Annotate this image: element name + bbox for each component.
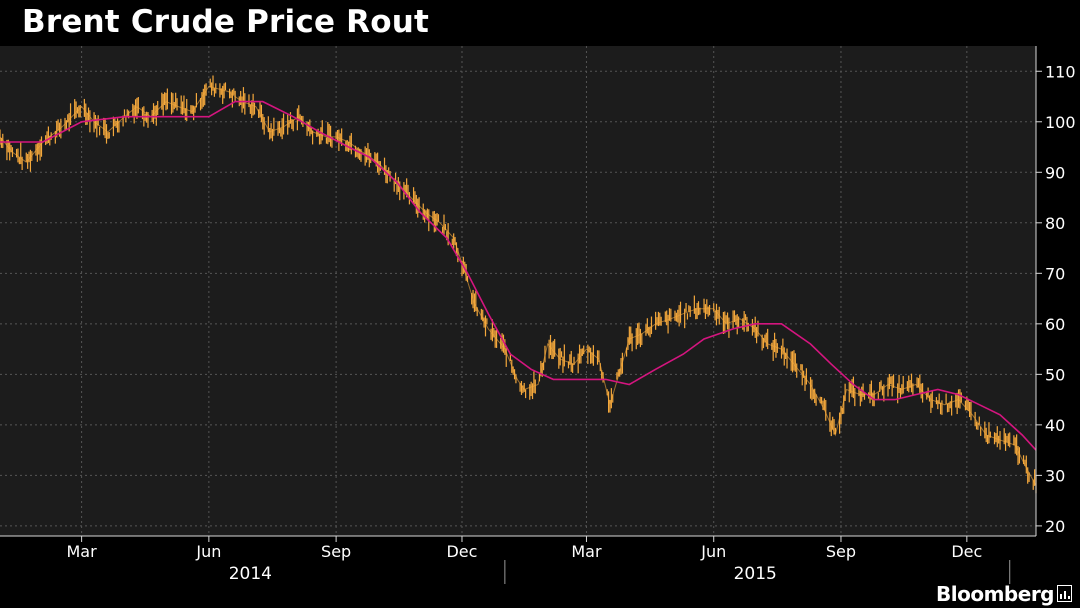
grid (0, 46, 1036, 536)
x-tick-label: Sep (826, 542, 856, 561)
y-tick-label: 80 (1045, 214, 1065, 233)
x-tick-label: Mar (67, 542, 98, 561)
chart-title: Brent Crude Price Rout (22, 4, 430, 40)
x-tick-label: Jun (700, 542, 726, 561)
y-tick-label: 70 (1045, 264, 1065, 283)
x-tick-label: Jun (195, 542, 221, 561)
y-tick-label: 100 (1045, 113, 1076, 132)
y-tick-label: 40 (1045, 416, 1065, 435)
x-axis: Mar Jun Sep Dec Mar Jun Sep Dec 2014 2015 (0, 535, 1036, 584)
y-tick-label: 20 (1045, 517, 1065, 536)
moving-average-line (0, 100, 1037, 451)
plot-area (0, 46, 1036, 536)
bloomberg-terminal-icon (1057, 585, 1072, 602)
y-axis: 20 30 40 50 60 70 80 90 100 110 (1035, 46, 1076, 536)
x-tick-label: Mar (571, 542, 602, 561)
y-tick-label: 60 (1045, 315, 1065, 334)
y-tick-label: 90 (1045, 163, 1065, 182)
year-label: 2015 (734, 564, 777, 584)
x-tick-label: Dec (446, 542, 477, 561)
y-tick-label: 110 (1045, 62, 1076, 81)
year-label: 2014 (229, 564, 272, 584)
moving-average-series (0, 100, 1037, 451)
x-tick-label: Sep (321, 542, 351, 561)
bloomberg-logo: Bloomberg (936, 582, 1054, 606)
x-tick-label: Dec (951, 542, 982, 561)
y-tick-label: 50 (1045, 365, 1065, 384)
y-tick-label: 30 (1045, 466, 1065, 485)
